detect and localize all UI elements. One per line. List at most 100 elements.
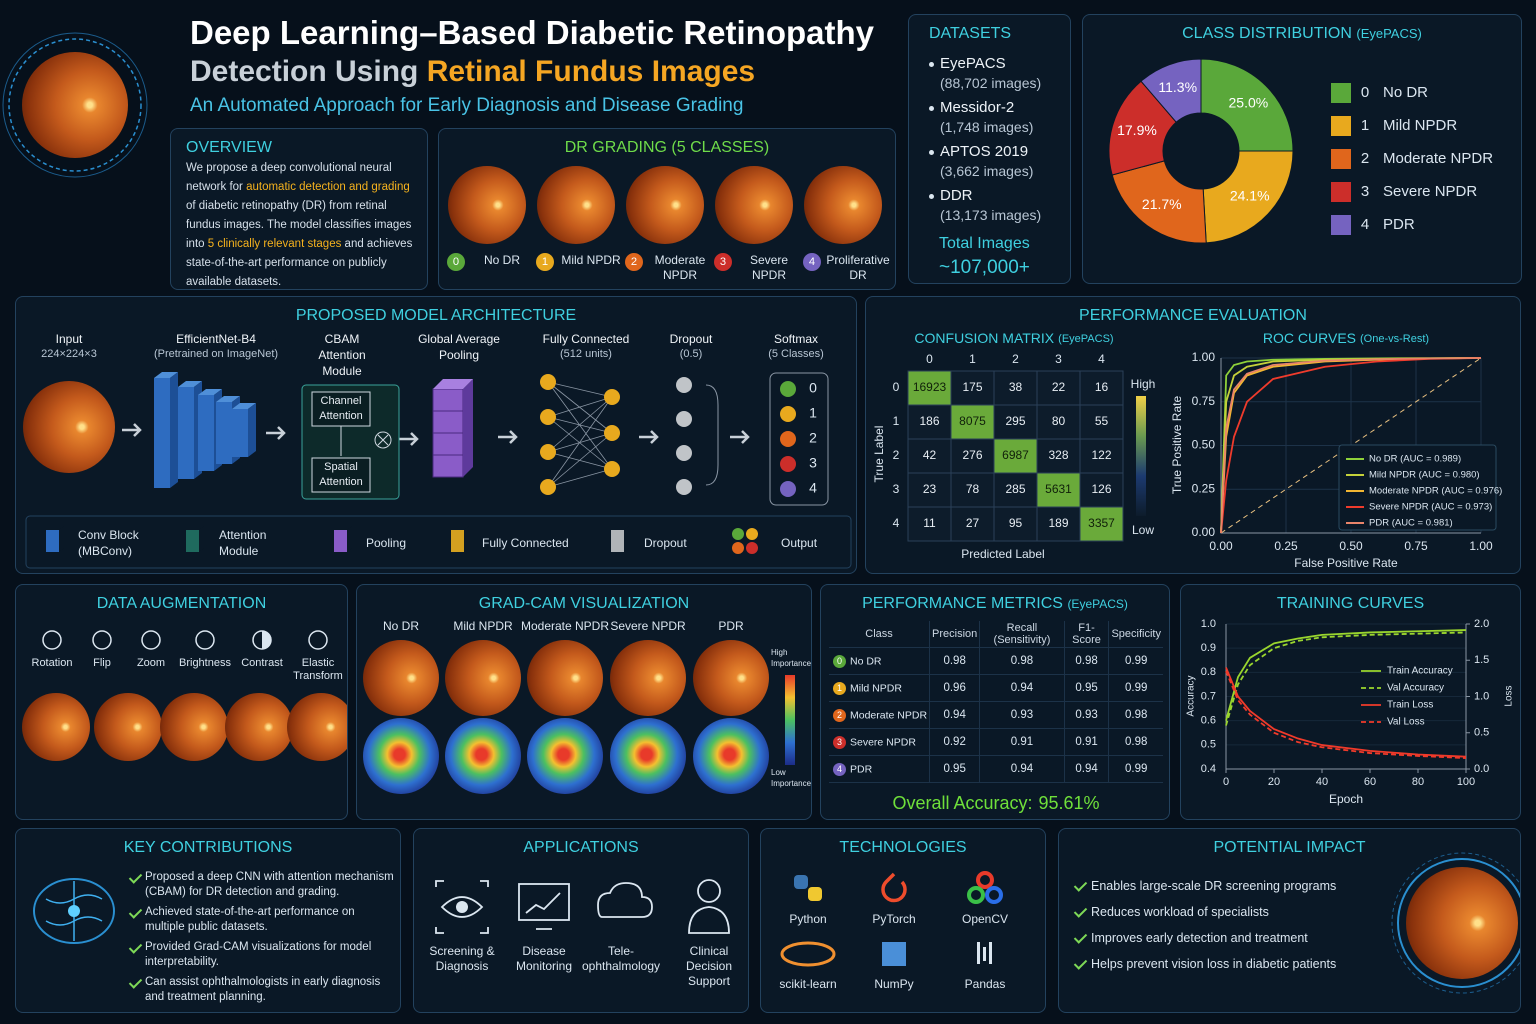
header-cell: F1-Score	[1063, 621, 1109, 648]
technology: PyTorch	[872, 912, 916, 926]
header-cell: Precision	[929, 621, 980, 648]
heatmap-image	[363, 718, 439, 794]
aug-label: Rotation	[31, 657, 73, 669]
stage-name: CBAM Attention Module	[318, 332, 366, 378]
data-label: 24.1%	[1230, 188, 1270, 204]
column-label: Severe NPDR	[610, 619, 686, 633]
cm-value: 55	[1095, 414, 1109, 428]
arrow	[122, 423, 142, 437]
eye-ring	[1391, 852, 1520, 994]
data-label: 17.9%	[1117, 122, 1157, 138]
cm-value: 276	[962, 448, 982, 462]
applications-panel: APPLICATIONS Screening & Diagnosis Diseas…	[413, 828, 749, 1013]
pool-cube	[432, 388, 464, 412]
grading-panel: DR GRADING (5 CLASSES) 0 No DR 1 Mild NPDR 2…	[438, 128, 896, 290]
bullet	[929, 106, 934, 111]
doctor-body	[688, 906, 730, 934]
y-tick-label: 0.75	[1192, 394, 1216, 408]
legend-cube	[46, 530, 59, 552]
impact-item: Reduces workload of specialists	[1091, 905, 1269, 919]
class-name: Severe NPDR	[850, 735, 916, 748]
grade-badge: 2	[833, 708, 846, 722]
panel-title: GRAD-CAM VISUALIZATION	[478, 595, 690, 612]
legend-cube	[334, 530, 347, 552]
metrics-row: 0 No DR 0.98 0.98 0.98 0.99	[829, 647, 1163, 675]
grade-label: Moderate NPDR	[654, 253, 706, 282]
stage-name: Fully Connected	[542, 332, 630, 346]
stage-detail: (5 Classes)	[768, 348, 824, 360]
arrow	[266, 426, 286, 440]
graphics	[780, 871, 1003, 967]
roc-title: ROC CURVES (One-vs-Rest)	[1263, 330, 1429, 346]
metric-value: 0.95	[929, 755, 980, 783]
connection	[547, 381, 613, 434]
heatmap-image	[610, 718, 686, 794]
training-panel: TRAINING CURVES 1.0 0.9 0.8 0.7 0.6 0.5 0.4 0.0…	[1180, 584, 1521, 820]
cm-value: 285	[1005, 482, 1025, 496]
x-tick-label: 0.75	[1404, 539, 1428, 553]
x-tick-label: 80	[1412, 776, 1424, 788]
graphics: 1.0 0.9 0.8 0.7 0.6 0.5 0.4 0.0 0.5 1.0 1.5 2.0 0 20 4…	[1186, 618, 1515, 806]
softmax-node	[780, 431, 796, 447]
cm-value: 16	[1095, 380, 1109, 394]
stage-detail: (Pretrained on ImageNet)	[153, 348, 279, 360]
metric-value: 0.94	[1063, 755, 1109, 783]
subtitle: (EyePACS)	[1356, 26, 1422, 41]
impact-item: Improves early detection and treatment	[1091, 931, 1308, 945]
cm-value: 189	[1048, 516, 1068, 530]
cm-value: 3357	[1088, 516, 1115, 530]
metric-value: 0.99	[1108, 755, 1163, 783]
dataset-name: EyePACS	[940, 55, 1006, 72]
graphics: 0 1 2 3 4	[25, 372, 852, 569]
cm-value: 27	[966, 516, 980, 530]
pie-slice	[1200, 58, 1294, 152]
header-cell: Specificity	[1108, 621, 1163, 648]
conv-block-side	[248, 403, 256, 457]
technology: Python	[789, 912, 827, 926]
eye-icon	[435, 880, 489, 934]
arrow	[399, 432, 419, 446]
panel-title: PERFORMANCE METRICS (EyePACS)	[821, 595, 1169, 613]
legend-swatch	[1331, 182, 1351, 202]
legend-box	[25, 515, 852, 569]
cbam-label: Spatial Attention	[319, 461, 363, 488]
accuracy-label: Overall Accuracy:	[892, 793, 1033, 813]
cbam-block	[311, 457, 371, 493]
grade-badge: 4	[803, 253, 821, 271]
aug-label: Flip	[93, 657, 111, 669]
metrics-table: Class Precision Recall (Sensitivity) F1-Sco…	[829, 621, 1163, 783]
aug-label: Brightness	[179, 657, 231, 669]
dataset-count: (88,702 images)	[940, 75, 1042, 91]
technology: NumPy	[874, 977, 914, 991]
cm-cell	[1079, 438, 1124, 474]
metric-value: 0.94	[979, 674, 1065, 702]
datasets-panel: DATASETS EyePACS (88,702 images) Messidor-…	[908, 14, 1071, 284]
pool-cube	[432, 410, 464, 434]
bullet	[929, 194, 934, 199]
cm-cell	[907, 438, 952, 474]
neuron	[604, 461, 620, 477]
legend-cube-side	[59, 526, 64, 552]
header-row: Class Precision Recall (Sensitivity) F1-Sco…	[829, 621, 1163, 648]
grade-badge: 0	[833, 654, 846, 668]
series-line	[1220, 357, 1482, 534]
grade-badge: 2	[625, 253, 643, 271]
neuron	[540, 374, 556, 390]
header-cell: Recall (Sensitivity)	[979, 621, 1065, 648]
series-line	[1225, 670, 1467, 760]
y-tick-label: 0.00	[1192, 525, 1216, 539]
cm-cell	[993, 438, 1038, 474]
legend-box	[1338, 444, 1497, 531]
legend-dot	[732, 528, 744, 540]
cm-value: 6987	[1002, 448, 1029, 462]
class-name: Mild NPDR	[850, 681, 902, 694]
col-label: 4	[1098, 352, 1105, 366]
cm-cell	[907, 370, 952, 406]
technology: OpenCV	[961, 912, 1009, 926]
cm-value: 42	[923, 448, 937, 462]
metric-value: 0.98	[1108, 701, 1163, 729]
cm-value: 328	[1048, 448, 1068, 462]
chart-icon	[525, 892, 561, 930]
col-label: 2	[1012, 352, 1019, 366]
